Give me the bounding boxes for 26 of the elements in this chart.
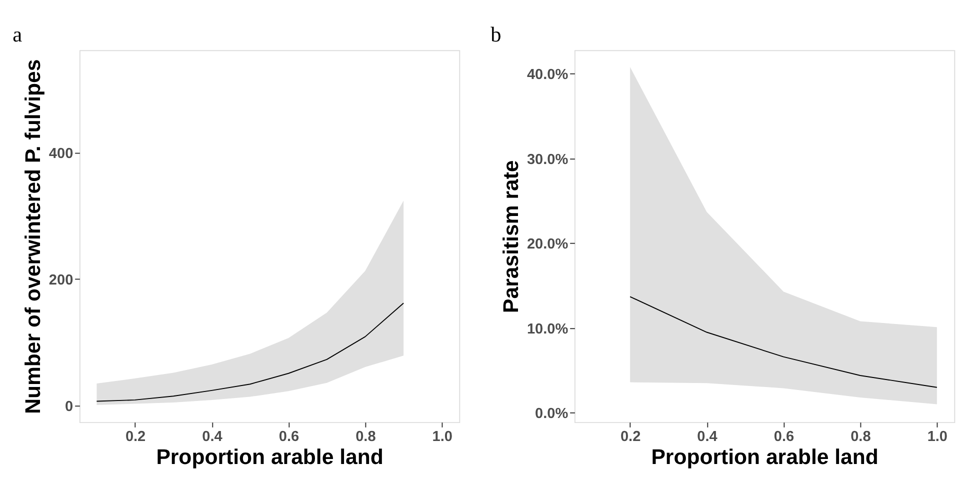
y-tick-label: 30.0%: [526, 152, 568, 168]
y-axis-title: Number of overwintered P. fulvipes: [21, 59, 46, 414]
x-tick-label: 0.8: [850, 428, 871, 445]
x-tick-label: 1.0: [927, 428, 948, 445]
y-tick-label: 0: [65, 398, 74, 415]
x-tick-label: 0.2: [620, 428, 641, 445]
y-tick-label: 20.0%: [526, 236, 568, 253]
line-series: [630, 296, 938, 388]
x-tick-label: 0.6: [278, 428, 300, 445]
chart-title: b: [490, 22, 502, 46]
x-tick-label: 0.4: [202, 428, 222, 445]
x-tick-label: 0.6: [774, 428, 794, 445]
x-tick-label: 0.2: [125, 428, 146, 445]
x-tick-label: 1.0: [432, 428, 452, 445]
line-series: [96, 302, 404, 402]
x-axis-title: Proportion arable land: [156, 445, 384, 470]
x-axis-title: Proportion arable land: [651, 445, 878, 470]
x-tick-label: 0.8: [356, 428, 376, 445]
y-tick-label: 40.0%: [526, 67, 568, 84]
y-axis-title: Parasitism rate: [499, 160, 524, 313]
chart-title: a: [12, 22, 23, 46]
y-tick-label: 0.0%: [535, 406, 568, 422]
x-tick-label: 0.4: [697, 428, 718, 445]
y-tick-label: 400: [48, 146, 74, 162]
y-tick-label: 200: [48, 272, 74, 288]
y-tick-label: 10.0%: [526, 321, 568, 338]
